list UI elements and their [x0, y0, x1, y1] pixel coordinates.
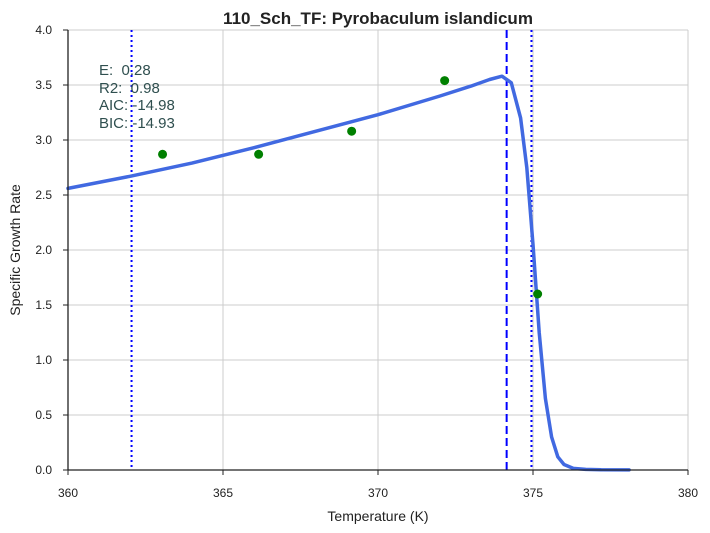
- tick-label-layer: 360 365 370 375 380 0.0 0.5 1.0 1.5 2.0 2.5 3.0 3.5 4…: [35, 23, 698, 500]
- y-tick-label-2: 1.0: [35, 353, 52, 367]
- y-tick-label-3: 1.5: [35, 298, 52, 312]
- y-tick-label-0: 0.0: [35, 463, 52, 477]
- axis-layer: [63, 29, 689, 475]
- y-tick-label-7: 3.5: [35, 78, 52, 92]
- annotation-r2: R2: 0.98: [99, 80, 160, 97]
- y-tick-label-5: 2.5: [35, 188, 52, 202]
- y-tick-label-1: 0.5: [35, 408, 52, 422]
- y-tick-label-8: 4.0: [35, 23, 52, 37]
- data-point-2: [347, 126, 357, 136]
- y-axis-title: Specific Growth Rate: [7, 184, 23, 316]
- x-tick-label-3: 375: [523, 486, 543, 500]
- data-points-layer: [158, 76, 543, 299]
- data-point-1: [254, 149, 264, 159]
- chart-title: 110_Sch_TF: Pyrobaculum islandicum: [223, 9, 533, 28]
- x-tick-label-1: 365: [213, 486, 233, 500]
- annotation-aic: AIC: -14.98: [99, 97, 175, 114]
- data-point-3: [440, 76, 450, 86]
- data-point-4: [533, 289, 543, 299]
- x-axis-title: Temperature (K): [327, 508, 428, 524]
- fit-statistics-annotation: E: 0.28 R2: 0.98 AIC: -14.98 BIC: -14.93: [99, 62, 175, 132]
- grid-layer: [68, 29, 689, 470]
- y-tick-label-4: 2.0: [35, 243, 52, 257]
- x-tick-label-4: 380: [678, 486, 698, 500]
- fitted-curve-line: [66, 74, 631, 472]
- reference-lines-layer: [130, 30, 533, 470]
- annotation-bic: BIC: -14.93: [99, 115, 175, 132]
- y-tick-label-6: 3.0: [35, 133, 52, 147]
- annotation-e: E: 0.28: [99, 62, 151, 79]
- data-point-0: [158, 149, 168, 159]
- fitted-curve-layer: [66, 74, 631, 472]
- x-tick-label-2: 370: [368, 486, 388, 500]
- x-tick-label-0: 360: [58, 486, 78, 500]
